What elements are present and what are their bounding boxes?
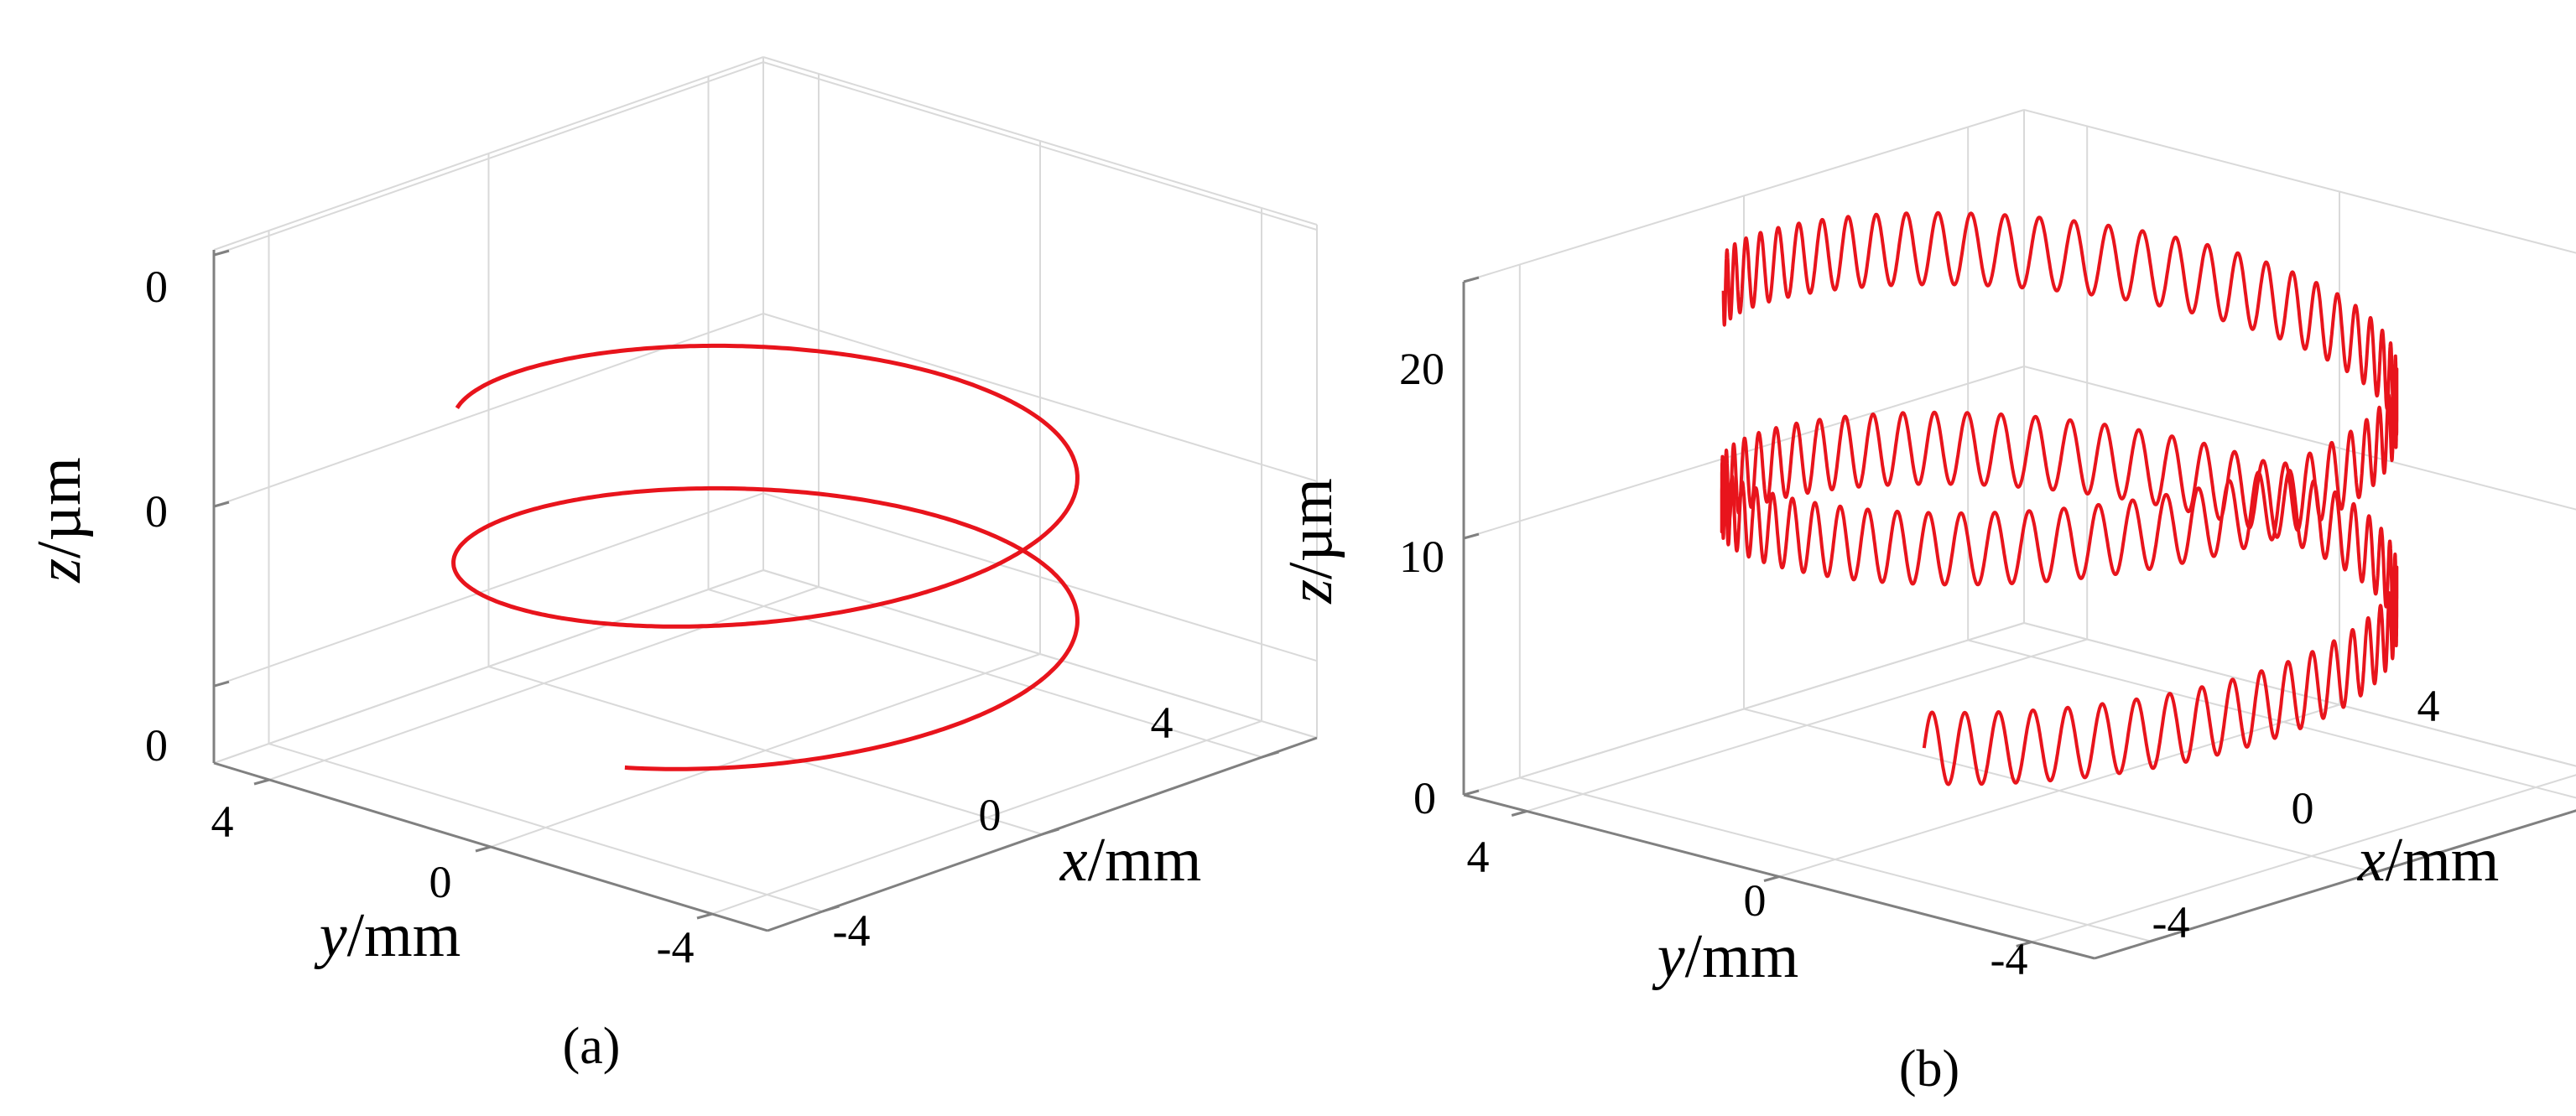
grid-line-a-7 [490, 653, 1041, 848]
grid-line-b-8 [2031, 774, 2576, 943]
x-tick-label-a-1: 0 [979, 790, 1002, 840]
grid-line-a-8 [711, 720, 1262, 915]
z-tick-label-a-2: 0 [145, 720, 168, 771]
grid-line-a-16 [213, 492, 764, 688]
y-tick-a-7 [475, 845, 492, 853]
series-line-a [451, 343, 1080, 771]
x-tick-b-9 [2150, 935, 2168, 942]
y-tick-label-b-0: 4 [1467, 832, 1490, 882]
z-tick-label-b-2: 20 [1399, 344, 1444, 394]
y-tick-b-6 [1511, 810, 1527, 817]
y-tick-label-a-0: 4 [211, 797, 234, 847]
z-tick-label-a-0: 0 [145, 262, 168, 312]
z-tick-label-b-0: 0 [1413, 773, 1436, 823]
grid-line-a-28 [762, 61, 1318, 231]
z-tick-label-a-1: 0 [145, 486, 168, 537]
grid-line-a-27 [762, 313, 1318, 482]
y-axis-label-a: y/mm [314, 901, 461, 970]
grid-line-a-19 [213, 56, 764, 251]
grid-line-a-6 [268, 586, 820, 781]
axes-b [1462, 276, 2576, 960]
z-tick-b-5 [1463, 276, 1480, 283]
x-tick-label-b-1: 0 [2292, 783, 2314, 833]
y-axis-label-b: y/mm [1652, 922, 1799, 991]
y-tick-label-a-1: 0 [429, 857, 452, 907]
x-tick-a-9 [822, 905, 840, 913]
grid-line-a-15 [213, 569, 764, 764]
y-tick-a-6 [253, 778, 270, 786]
z-tick-a-5 [213, 249, 230, 257]
z-tick-label-b-1: 10 [1399, 532, 1444, 582]
y-tick-label-b-2: -4 [1991, 934, 2028, 984]
grid-line-b-4 [2023, 622, 2576, 767]
y-tick-label-a-2: -4 [657, 922, 695, 973]
caption-a: (a) [563, 1018, 621, 1075]
grid-line-b-7 [1778, 703, 2340, 878]
grid-line-a-25 [762, 569, 1318, 739]
axes-a [212, 249, 1318, 932]
x-tick-label-b-2: 4 [2417, 681, 2440, 731]
grid-line-b-23 [2023, 622, 2576, 767]
x-tick-label-b-0: -4 [2152, 897, 2190, 947]
z-axis-label-a: z/µm [25, 457, 94, 584]
y-tick-label-b-1: 0 [1744, 875, 1767, 926]
z-axis-label-b: z/µm [1277, 478, 1345, 605]
z-tick-b-3 [1463, 789, 1480, 797]
z-tick-a-4 [213, 501, 230, 508]
grid-a [213, 56, 1318, 932]
grid-line-b-25 [2023, 109, 2576, 254]
z-tick-b-4 [1463, 532, 1480, 540]
x-axis-label-b: x/mm [2357, 826, 2500, 895]
x-axis-label-a: x/mm [1059, 826, 1202, 895]
grid-line-b-24 [2023, 366, 2576, 511]
grid-line-b-15 [1463, 622, 2025, 796]
x-tick-label-a-2: 4 [1151, 698, 1174, 748]
x-tick-a-10 [1042, 828, 1059, 836]
grid-line-a-26 [762, 492, 1318, 662]
x-tick-label-a-0: -4 [833, 906, 871, 956]
y-tick-b-7 [1763, 875, 1780, 882]
x-tick-b-10 [2374, 866, 2392, 874]
x-tick-a-11 [1262, 750, 1279, 759]
series-line-b [1720, 210, 2399, 786]
panel-b: 0 10 20 4 0 -4 -4 0 4 z/µm y/mm x/mm (b) [1277, 109, 2576, 1098]
z-tick-a-3 [213, 680, 230, 688]
panel-a: 0 0 0 4 0 -4 -4 0 4 z/µm y/mm x/mm (a) [25, 56, 1318, 1075]
grid-line-b-17 [1463, 109, 2025, 283]
y-tick-a-8 [696, 912, 713, 920]
caption-b: (b) [1899, 1041, 1959, 1098]
grid-line-a-18 [213, 61, 764, 257]
grid-line-b-6 [1526, 638, 2088, 812]
grid-line-a-29 [762, 56, 1318, 226]
y-tick-b-8 [2016, 941, 2032, 947]
